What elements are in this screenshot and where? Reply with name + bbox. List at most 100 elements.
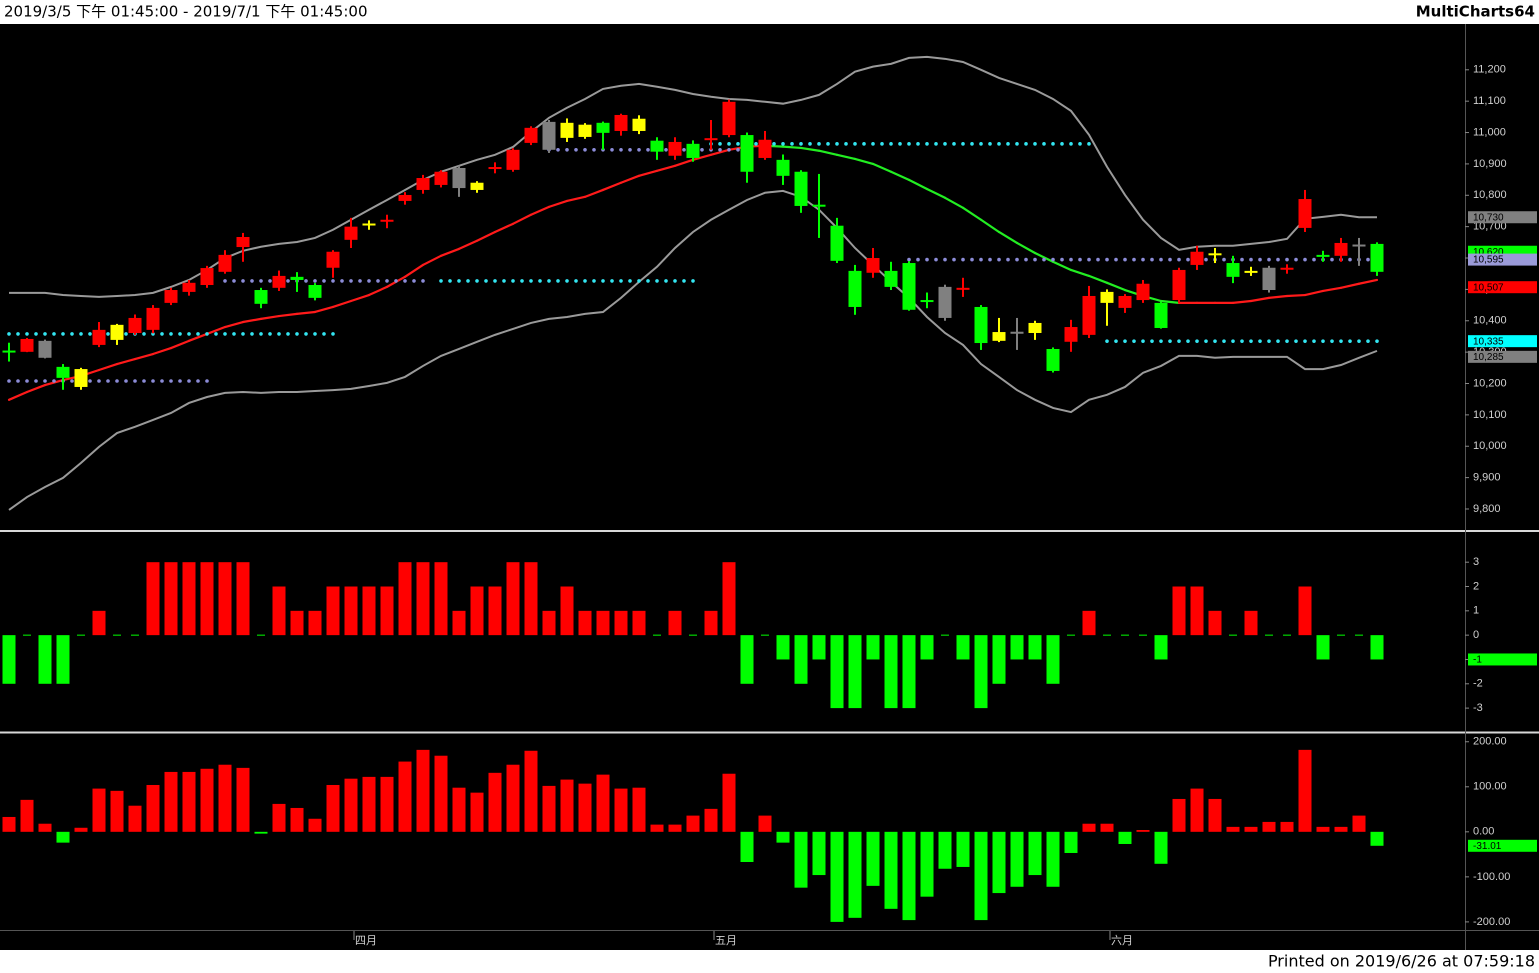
average-line — [547, 199, 569, 208]
level-dot — [1087, 257, 1091, 262]
level-dot — [295, 332, 299, 336]
level-dot — [1267, 339, 1271, 343]
candle-body — [614, 114, 628, 131]
price-tag — [1468, 281, 1537, 294]
average-line — [1231, 299, 1253, 304]
level-dot — [160, 332, 164, 336]
bar — [974, 831, 988, 921]
level-dot — [799, 142, 803, 146]
bar — [326, 586, 340, 636]
bar — [434, 562, 448, 636]
level-dot — [1357, 339, 1361, 343]
chart-background — [0, 24, 1539, 950]
level-dot — [1303, 339, 1307, 343]
bar — [362, 586, 376, 636]
level-dot — [25, 332, 29, 336]
average-line — [817, 149, 839, 156]
average-line — [475, 230, 497, 242]
average-line — [1105, 281, 1127, 292]
bar — [452, 787, 466, 832]
average-line — [349, 293, 371, 303]
bar — [614, 788, 628, 832]
average-line — [25, 383, 47, 394]
level-dot — [1069, 142, 1073, 146]
bar — [398, 761, 412, 832]
level-dot — [124, 332, 128, 336]
band-line — [9, 55, 1377, 298]
y-tick-label: 11,100 — [1473, 95, 1506, 107]
price-tag-label: 10,595 — [1473, 255, 1504, 266]
candle-body — [1226, 263, 1240, 277]
bar — [524, 562, 538, 636]
level-dot — [952, 257, 956, 262]
bar — [488, 586, 502, 636]
bar — [740, 831, 754, 862]
level-dot — [241, 279, 245, 283]
level-dot — [70, 332, 74, 336]
level-dot — [583, 279, 587, 283]
level-dot — [1114, 257, 1118, 262]
level-dot — [1240, 257, 1244, 262]
bar — [416, 749, 430, 832]
level-dot — [1051, 257, 1055, 262]
level-dot — [772, 142, 776, 146]
level-dot — [637, 279, 641, 283]
candle-body — [164, 290, 178, 303]
level-dot — [1123, 257, 1127, 262]
level-dot — [907, 257, 911, 262]
level-dot — [790, 142, 794, 146]
candle-body — [56, 366, 70, 378]
bar — [596, 610, 610, 636]
bar — [596, 774, 610, 832]
level-dot — [673, 279, 677, 283]
level-dot — [1042, 257, 1046, 262]
level-dot — [907, 142, 911, 146]
level-dot — [223, 332, 227, 336]
bar — [992, 635, 1006, 684]
bar — [1280, 821, 1294, 832]
level-dot — [1168, 257, 1172, 262]
level-dot — [1186, 339, 1190, 343]
level-dot — [718, 142, 722, 146]
level-dot — [1132, 339, 1136, 343]
level-dot — [637, 147, 641, 152]
price-tag — [1468, 839, 1537, 852]
bar — [1352, 815, 1366, 832]
bar — [956, 635, 970, 660]
level-dot — [1141, 339, 1145, 343]
average-line — [835, 153, 857, 160]
y-tick-label: -200.00 — [1473, 916, 1510, 928]
level-dot — [511, 279, 515, 283]
bar — [1298, 586, 1312, 636]
level-dot — [1312, 257, 1316, 262]
bar — [110, 790, 124, 832]
app-name: MultiCharts64 — [1416, 3, 1535, 21]
level-dot — [1141, 257, 1145, 262]
bar — [2, 635, 16, 684]
average-line — [1033, 251, 1055, 263]
level-dot — [205, 379, 209, 383]
level-dot — [88, 332, 92, 336]
level-dot — [34, 332, 38, 336]
level-dot — [538, 279, 542, 283]
level-dot — [700, 147, 704, 152]
candle-body — [1100, 291, 1114, 303]
y-tick-label: 0 — [1473, 629, 1479, 641]
average-line — [925, 187, 947, 199]
level-dot — [1159, 339, 1163, 343]
bar — [1136, 830, 1150, 832]
candle-body — [1172, 269, 1186, 301]
level-dot — [736, 142, 740, 146]
candle-body — [344, 226, 358, 240]
level-dot — [943, 142, 947, 146]
level-dot — [349, 279, 353, 283]
bar — [56, 831, 70, 843]
bar — [902, 831, 916, 921]
average-line — [1285, 293, 1307, 298]
bar — [308, 818, 322, 832]
level-dot — [178, 332, 182, 336]
average-line — [1303, 289, 1325, 297]
level-dot — [412, 279, 416, 283]
level-dot — [1033, 257, 1037, 262]
